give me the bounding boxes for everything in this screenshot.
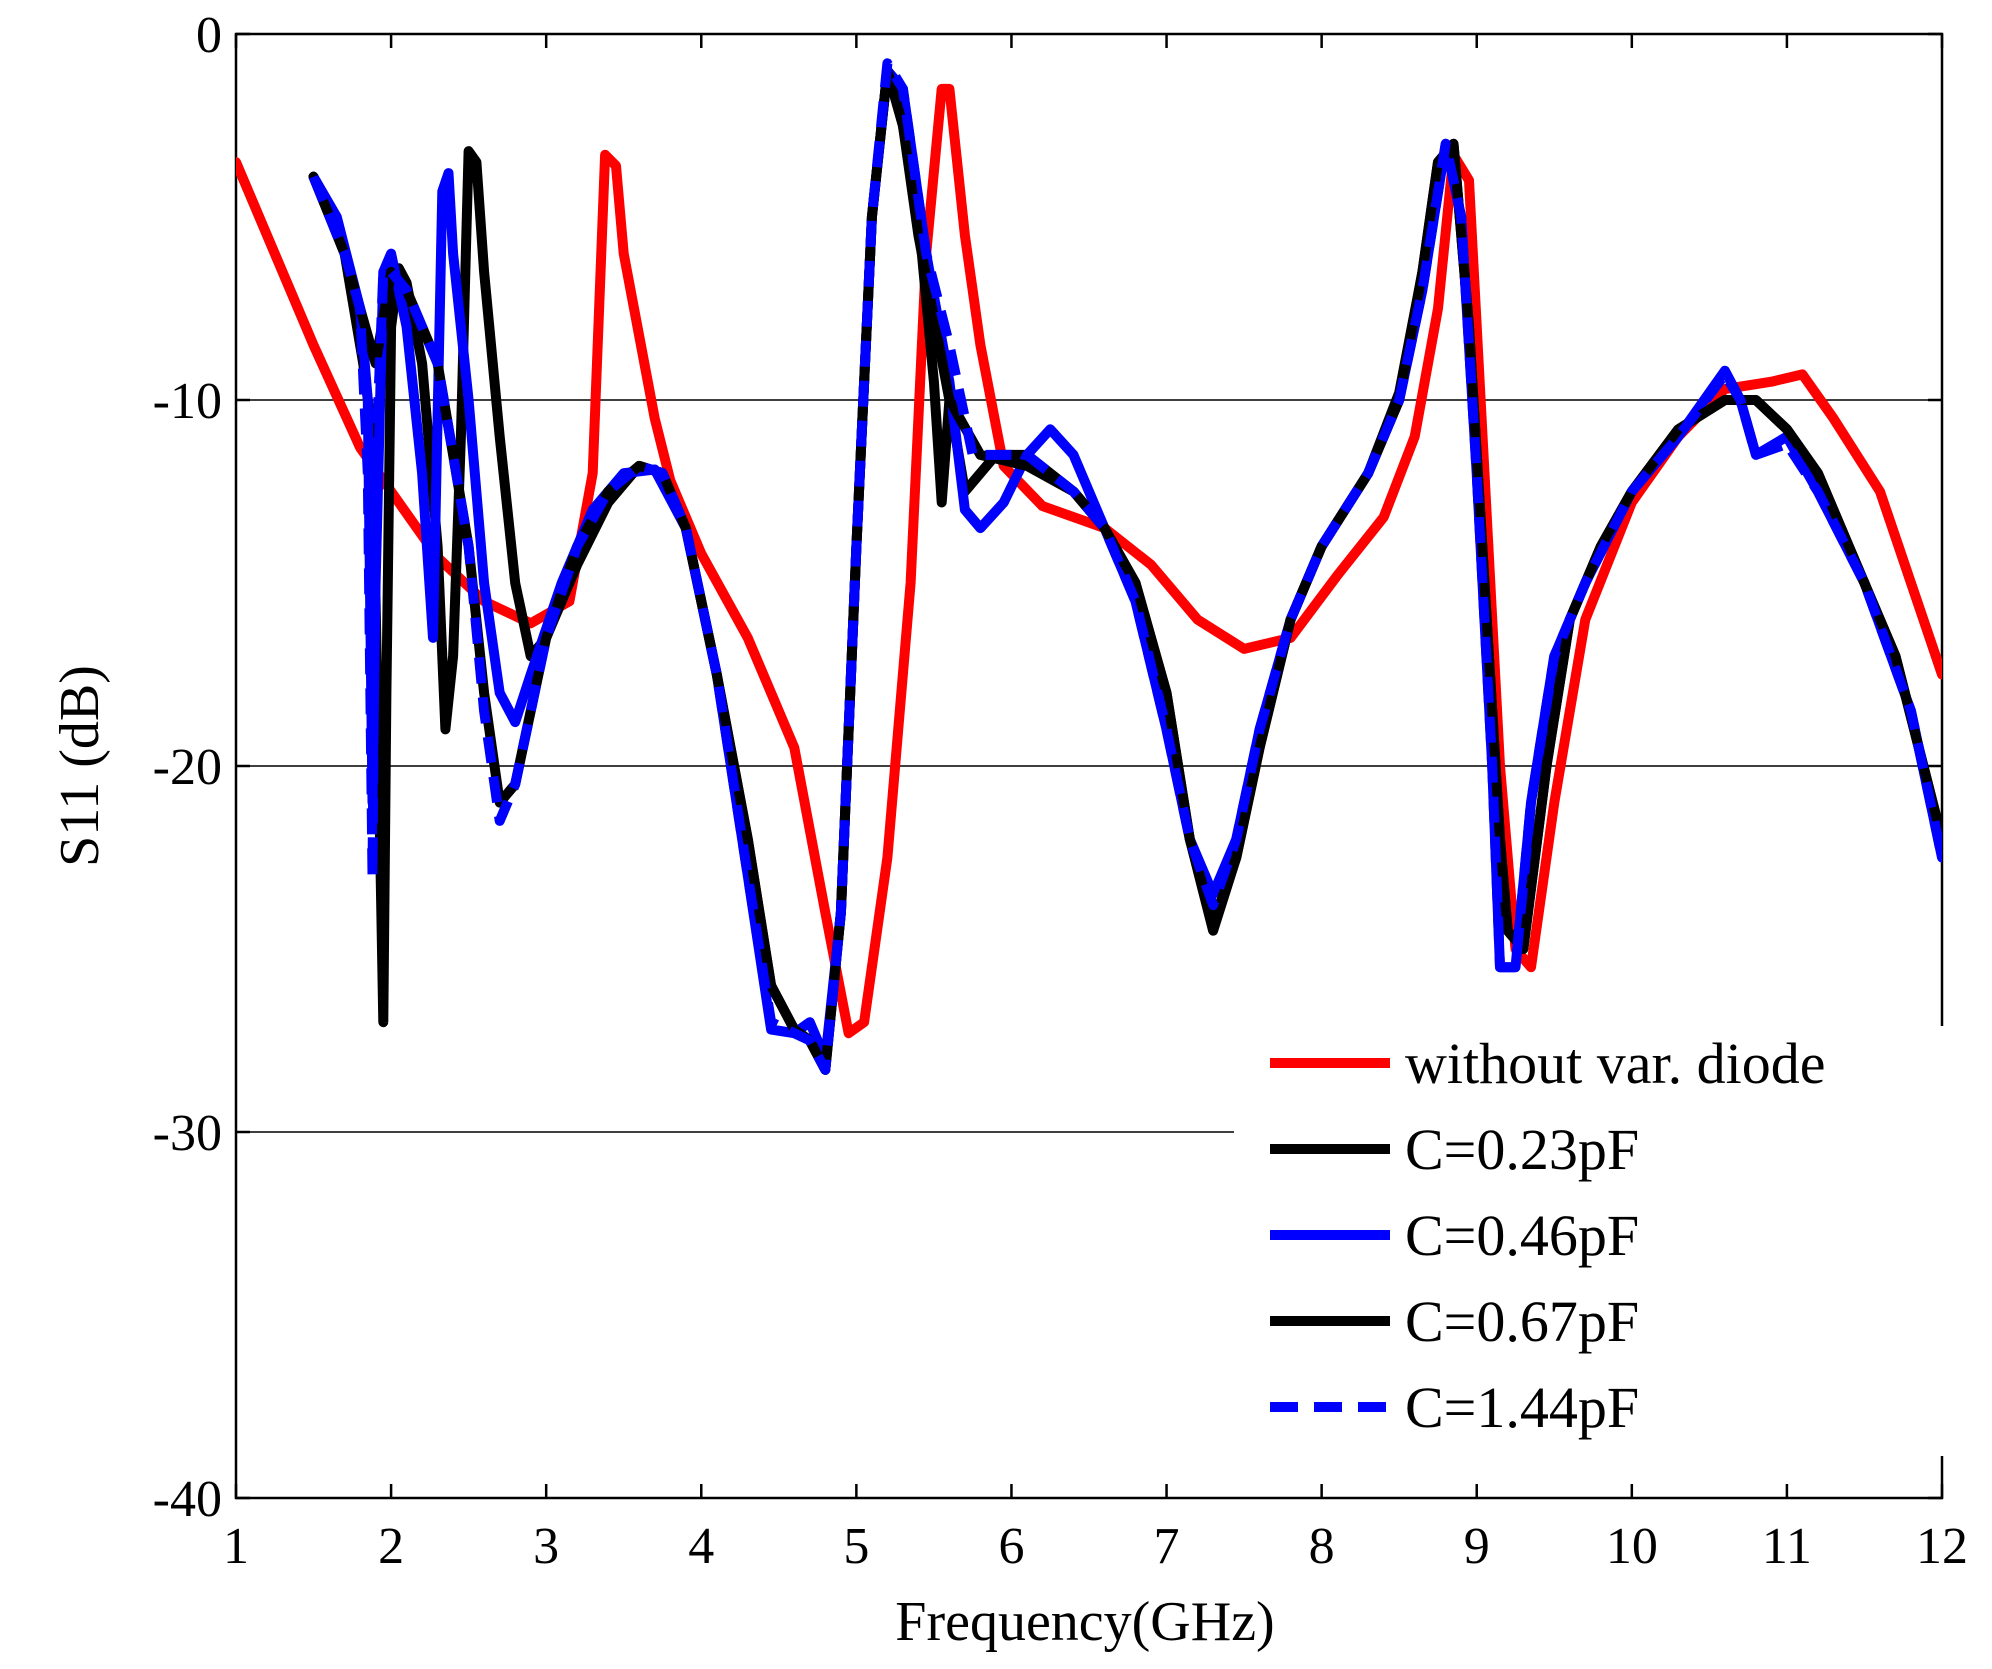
x-tick-label: 8 xyxy=(1309,1518,1335,1575)
y-tick-labels: 0 -10 -20 -30 -40 xyxy=(153,7,222,1528)
x-tick-label: 6 xyxy=(998,1518,1024,1575)
legend-label-without-var-diode: without var. diode xyxy=(1405,1031,1825,1096)
y-tick-label: -40 xyxy=(153,1471,222,1528)
legend-label-c-046pf: C=0.46pF xyxy=(1405,1203,1639,1268)
legend-label-c-144pf: C=1.44pF xyxy=(1405,1375,1639,1440)
y-tick-label: -20 xyxy=(153,739,222,796)
x-tick-label: 7 xyxy=(1154,1518,1180,1575)
x-tick-label: 12 xyxy=(1916,1518,1968,1575)
legend-box xyxy=(1234,1026,1954,1456)
legend: without var. diode C=0.23pF C=0.46pF C=0… xyxy=(1234,1026,1954,1456)
x-tick-label: 9 xyxy=(1464,1518,1490,1575)
series-lines xyxy=(236,58,1942,1075)
legend-marker-c-067pf xyxy=(1325,1316,1335,1326)
y-tick-label: -10 xyxy=(153,373,222,430)
y-tick-label: -30 xyxy=(153,1105,222,1162)
x-tick-label: 11 xyxy=(1762,1518,1812,1575)
axis-ticks xyxy=(234,32,1944,1500)
x-tick-label: 4 xyxy=(688,1518,714,1575)
x-tick-label: 2 xyxy=(378,1518,404,1575)
y-axis-title: S11 (dB) xyxy=(49,665,111,867)
x-tick-labels: 1 2 3 4 5 6 7 8 9 10 11 12 xyxy=(223,1518,1968,1575)
x-tick-label: 3 xyxy=(533,1518,559,1575)
x-tick-label: 10 xyxy=(1606,1518,1658,1575)
y-tick-label: 0 xyxy=(196,7,222,64)
x-axis-title: Frequency(GHz) xyxy=(895,1591,1274,1653)
legend-label-c-067pf: C=0.67pF xyxy=(1405,1289,1639,1354)
legend-label-c-023pf: C=0.23pF xyxy=(1405,1117,1639,1182)
x-tick-label: 1 xyxy=(223,1518,249,1575)
series-line-0 xyxy=(236,83,1942,1039)
x-tick-label: 5 xyxy=(843,1518,869,1575)
